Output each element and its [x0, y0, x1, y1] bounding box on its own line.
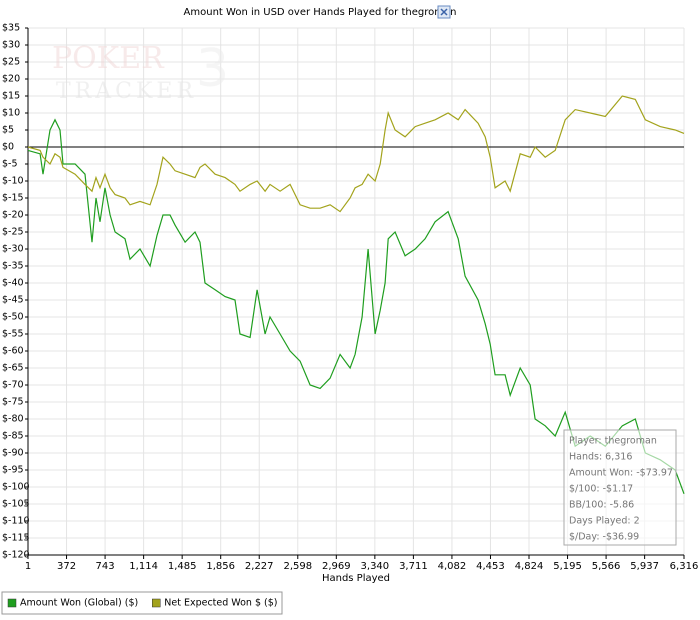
legend-label: Amount Won (Global) ($): [20, 598, 138, 609]
x-tick-label: 5,195: [553, 561, 582, 572]
x-tick-label: 372: [57, 561, 76, 572]
y-tick-label: $-65: [2, 363, 24, 374]
watermark-mark: 3: [196, 39, 229, 99]
y-tick-label: $-10: [2, 176, 24, 187]
y-tick-label: $30: [2, 40, 20, 51]
x-axis-label: Hands Played: [322, 573, 390, 584]
y-tick-label: $-85: [2, 431, 24, 442]
y-tick-label: $-40: [2, 278, 24, 289]
x-tick-label: 1,485: [168, 561, 197, 572]
y-tick-label: $-110: [2, 516, 30, 527]
x-tick-label: 1,856: [206, 561, 235, 572]
y-tick-label: $-75: [2, 397, 24, 408]
y-tick-label: $-105: [2, 499, 30, 510]
y-tick-label: $15: [2, 91, 20, 102]
y-tick-label: $-55: [2, 329, 24, 340]
x-tick-label: 6,316: [670, 561, 699, 572]
info-box: [563, 429, 677, 546]
legend-swatch: [152, 598, 161, 608]
watermark-line2: TRACKER: [56, 79, 197, 104]
y-tick-label: $0: [2, 142, 14, 153]
info-line: $/100: -$1.17: [569, 484, 633, 495]
x-tick-label: 1,114: [129, 561, 158, 572]
x-tick-label: 1: [25, 561, 31, 572]
watermark-line1: POKER: [52, 41, 165, 76]
y-tick-label: $-30: [2, 244, 24, 255]
y-tick-label: $-90: [2, 448, 24, 459]
y-tick-label: $-60: [2, 346, 24, 357]
info-line: BB/100: -5.86: [569, 500, 634, 511]
x-tick-label: 3,711: [399, 561, 428, 572]
series-line: [27, 95, 685, 213]
x-tick-label: 2,598: [283, 561, 312, 572]
y-tick-label: $25: [2, 57, 20, 68]
y-tick-label: $-45: [2, 295, 24, 306]
legend-label: Net Expected Won $ ($): [164, 598, 277, 609]
info-line: $/Day: -$36.99: [569, 532, 639, 543]
y-tick-label: $-120: [2, 550, 30, 561]
legend-swatch: [7, 598, 17, 608]
y-tick-label: $-95: [2, 465, 24, 476]
y-tick-label: $-115: [2, 533, 30, 544]
legend: [1, 591, 283, 615]
y-tick-label: $-100: [2, 482, 30, 493]
x-tick-label: 2,227: [245, 561, 274, 572]
y-tick-label: $-35: [2, 261, 24, 272]
y-tick-label: $-50: [2, 312, 24, 323]
y-tick-label: $35: [2, 23, 20, 34]
y-tick-label: $-80: [2, 414, 24, 425]
info-line: Days Played: 2: [569, 516, 640, 527]
x-tick-label: 4,824: [515, 561, 544, 572]
info-line: Amount Won: -$73.97: [569, 468, 673, 479]
y-tick-label: $20: [2, 74, 20, 85]
info-line: Hands: 6,316: [569, 452, 632, 463]
x-tick-label: 4,082: [438, 561, 467, 572]
y-tick-label: $-20: [2, 210, 24, 221]
x-tick-label: 3,340: [361, 561, 390, 572]
x-tick-label: 2,969: [322, 561, 351, 572]
expand-icon-glyph: [440, 8, 448, 16]
y-tick-label: $5: [2, 125, 14, 136]
y-tick-label: $10: [2, 108, 20, 119]
chart-title: Amount Won in USD over Hands Played for …: [184, 7, 457, 18]
x-tick-label: 5,937: [630, 561, 659, 572]
x-tick-label: 4,453: [476, 561, 505, 572]
series-line: [27, 118, 685, 495]
x-tick-label: 5,566: [592, 561, 621, 572]
y-tick-label: $-70: [2, 380, 24, 391]
watermark: POKER TRACKER 3: [52, 39, 229, 104]
x-tick-label: 743: [96, 561, 115, 572]
y-tick-label: $-15: [2, 193, 24, 204]
y-tick-label: $-5: [2, 159, 18, 170]
info-line: Player: thegroman: [569, 436, 657, 447]
y-tick-label: $-25: [2, 227, 24, 238]
